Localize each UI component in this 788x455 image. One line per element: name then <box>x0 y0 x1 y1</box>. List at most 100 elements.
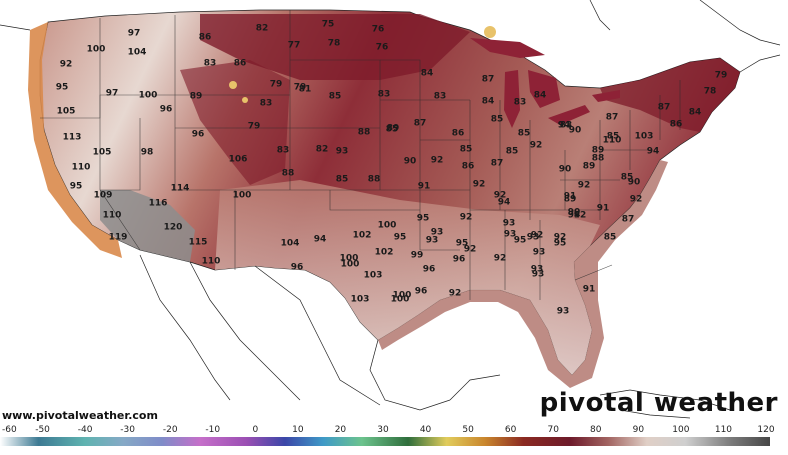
temperature-value: 106 <box>228 154 248 165</box>
temperature-value: 96 <box>422 264 436 275</box>
temperature-value: 92 <box>553 232 567 243</box>
temperature-value: 94 <box>313 234 327 245</box>
temperature-value: 93 <box>530 264 544 275</box>
gulf-coast-fringe <box>378 160 668 388</box>
temperature-value: 98 <box>140 147 154 158</box>
temperature-value: 100 <box>339 253 359 264</box>
temperature-value: 92 <box>529 140 543 151</box>
temperature-value: 89 <box>189 91 203 102</box>
temperature-value: 79 <box>714 70 728 81</box>
colorbar-tick-label: -10 <box>205 425 221 435</box>
temperature-value: 83 <box>377 89 391 100</box>
state-boundaries <box>40 10 681 300</box>
temperature-value: 85 <box>603 232 617 243</box>
temperature-value: 87 <box>413 118 427 129</box>
temperature-value: 94 <box>567 210 581 221</box>
colorbar-tick-label: -30 <box>120 425 136 435</box>
temperature-value: 110 <box>102 210 122 221</box>
temperature-value: 90 <box>567 207 581 218</box>
temperature-value: 104 <box>280 238 300 249</box>
temperature-value: 79 <box>269 79 283 90</box>
temperature-value: 78 <box>327 38 341 49</box>
pacific-coast-fringe <box>28 22 122 258</box>
temperature-value: 94 <box>557 120 571 131</box>
temperature-value: 92 <box>430 155 444 166</box>
temperature-value: 82 <box>255 23 269 34</box>
colorbar-tick-label: 70 <box>547 425 559 435</box>
temperature-value: 76 <box>375 42 389 53</box>
lake-michigan <box>504 70 520 128</box>
temperature-value: 88 <box>367 174 381 185</box>
temperature-value: 87 <box>490 158 504 169</box>
temperature-value: 97 <box>127 28 141 39</box>
colorbar-tick-label: 30 <box>377 425 389 435</box>
temperature-value: 93 <box>425 235 439 246</box>
brand-logo: pivotal weather <box>539 388 778 418</box>
temperature-value: 88 <box>281 168 295 179</box>
temperature-value: 116 <box>148 198 168 209</box>
temperature-value: 88 <box>591 153 605 164</box>
colorbar-tick-label: -20 <box>162 425 178 435</box>
temperature-value: 87 <box>605 112 619 123</box>
temperature-value: 87 <box>481 74 495 85</box>
temperature-value: 105 <box>92 147 112 158</box>
temperature-value: 87 <box>621 214 635 225</box>
hot-spot <box>229 81 237 89</box>
rockies-dark-region <box>180 60 290 185</box>
temperature-value: 95 <box>513 235 527 246</box>
temperature-value: 93 <box>430 227 444 238</box>
temperature-value: 83 <box>203 58 217 69</box>
temperature-value: 110 <box>71 162 91 173</box>
temperature-value: 93 <box>532 247 546 258</box>
temperature-value: 91 <box>582 284 596 295</box>
temperature-value: 96 <box>290 262 304 273</box>
temperature-value: 89 <box>582 161 596 172</box>
temperature-value: 84 <box>688 107 702 118</box>
colorbar-tick-label: -50 <box>35 425 50 435</box>
temperature-value: 85 <box>517 128 531 139</box>
temperature-value: 94 <box>646 146 660 157</box>
temperature-value: 110 <box>602 135 622 146</box>
temperature-value: 95 <box>416 213 430 224</box>
temperature-value: 87 <box>657 102 671 113</box>
temperature-value: 95 <box>455 238 469 249</box>
site-url[interactable]: www.pivotalweather.com <box>2 409 158 422</box>
temperature-value: 92 <box>59 59 73 70</box>
temperature-value: 93 <box>526 232 540 243</box>
colorbar-tick-label: 120 <box>757 425 775 435</box>
temperature-value: 92 <box>629 194 643 205</box>
temperature-value: 85 <box>606 131 620 142</box>
temperature-value: 100 <box>392 290 412 301</box>
colorbar-tick-label: 40 <box>419 425 432 435</box>
hot-spot <box>484 26 496 38</box>
colorbar-tick-label: -40 <box>77 425 93 435</box>
temperature-value: 90 <box>568 125 582 136</box>
colorbar-gradient <box>0 437 770 446</box>
temperature-value: 85 <box>385 124 399 135</box>
colorbar-tick-label: 50 <box>462 425 474 435</box>
temperature-value: 100 <box>377 220 397 231</box>
hot-spot <box>242 97 248 103</box>
lake-huron <box>528 70 560 108</box>
temperature-value: 76 <box>371 24 385 35</box>
lake-erie <box>548 105 590 125</box>
temperature-value: 102 <box>352 230 372 241</box>
temperature-value: 91 <box>563 191 577 202</box>
temperature-value: 89 <box>386 123 400 134</box>
temperature-value: 110 <box>201 256 221 267</box>
temperature-value: 82 <box>315 144 329 155</box>
temperature-value: 120 <box>163 222 183 233</box>
lake-ontario <box>592 90 620 102</box>
temperature-value: 86 <box>198 32 212 43</box>
temperature-value: 96 <box>191 129 205 140</box>
temperature-value: 95 <box>55 82 69 93</box>
colorbar-tick-label: 80 <box>590 425 602 435</box>
temperature-value: 83 <box>259 98 273 109</box>
temperature-value: 102 <box>374 247 394 258</box>
temperature-value: 77 <box>287 40 301 51</box>
temperature-value: 93 <box>556 306 570 317</box>
temperature-value: 85 <box>459 144 473 155</box>
temperature-value: 93 <box>335 146 349 157</box>
temperature-value: 88 <box>357 127 371 138</box>
